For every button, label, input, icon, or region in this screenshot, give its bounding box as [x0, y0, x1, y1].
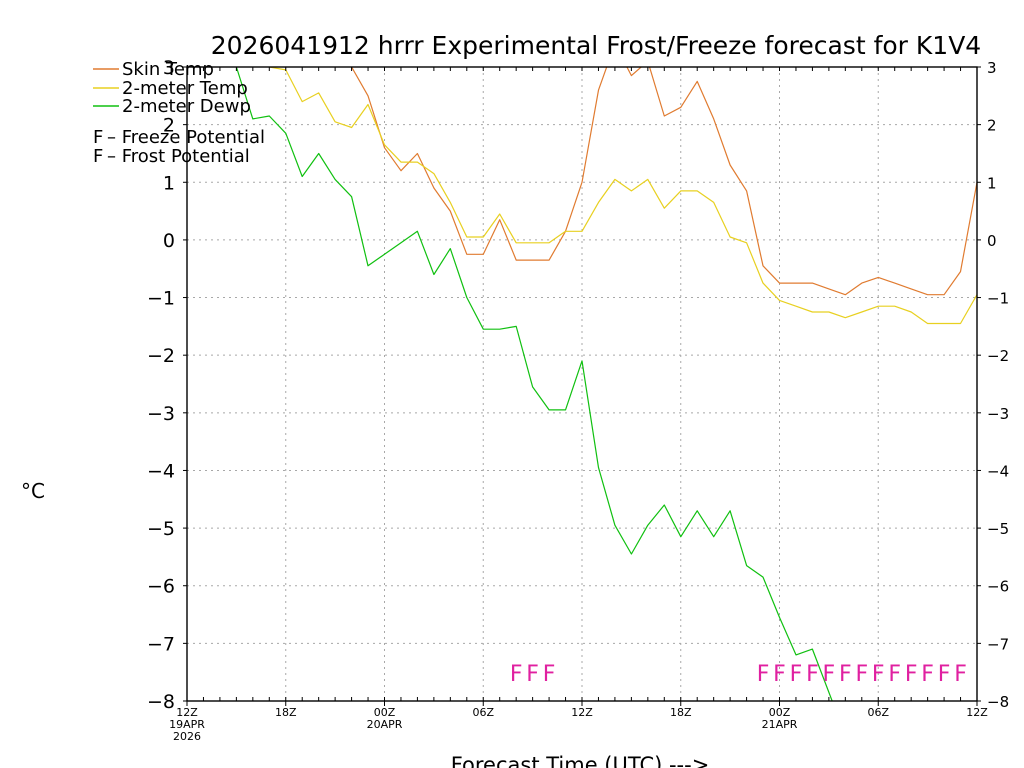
y-tick-label-left: −2 — [147, 345, 175, 367]
x-tick-label: 06Z — [867, 706, 889, 719]
y-tick-label-left: −8 — [147, 691, 175, 713]
y-tick-label-left: 0 — [163, 230, 175, 252]
y-tick-label-right: 0 — [987, 232, 997, 250]
freeze-potential-mark: F — [790, 662, 803, 687]
legend-marker: F — [93, 146, 103, 167]
freeze-potential-mark: F — [526, 662, 539, 687]
x-tick-label: 2026 — [173, 730, 201, 743]
y-tick-label-right: −8 — [987, 693, 1009, 711]
y-tick-label-left: −6 — [147, 576, 175, 598]
x-tick-label: 12Z — [571, 706, 593, 719]
freeze-potential-mark: F — [872, 662, 885, 687]
legend-label: 2-meter Temp — [122, 78, 248, 99]
y-tick-label-right: −5 — [987, 520, 1009, 538]
y-tick-label-right: −7 — [987, 635, 1009, 653]
x-tick-label: 18Z — [275, 706, 297, 719]
y-tick-label-left: 1 — [163, 172, 175, 194]
freeze-potential-mark: F — [773, 662, 786, 687]
y-tick-label-left: −7 — [147, 633, 175, 655]
freeze-potential-mark: F — [938, 662, 951, 687]
series-layer — [235, 67, 977, 701]
y-tick-label-right: 2 — [987, 117, 997, 135]
x-tick-label: 12Z — [176, 706, 198, 719]
x-tick-label: 19APR — [169, 718, 205, 731]
x-tick-label: 20APR — [367, 718, 403, 731]
y-tick-label-left: −1 — [147, 288, 175, 310]
legend-label: 2-meter Dewp — [122, 96, 251, 117]
y-tick-label-right: 3 — [987, 59, 997, 77]
x-axis-label: Forecast Time (UTC) ---> — [451, 753, 710, 768]
x-tick-label: 18Z — [670, 706, 692, 719]
y-tick-label-right: −3 — [987, 405, 1009, 423]
series-2-meter-dewp — [235, 67, 833, 701]
y-tick-label-right: −1 — [987, 290, 1009, 308]
axis-ticks: 3 3 2 2 1 1 0 0 −1 −1 −2 −2 −3 −3 −4 −4 −5 −5 −6 −6 −7 −7 −8 −8… — [147, 57, 1009, 743]
freeze-potential-mark: F — [855, 662, 868, 687]
y-tick-label-right: −6 — [987, 578, 1009, 596]
y-tick-label-left: −4 — [147, 460, 175, 482]
y-tick-label-left: 3 — [163, 57, 175, 79]
y-tick-label-right: 1 — [987, 174, 997, 192]
freeze-potential-mark: F — [806, 662, 819, 687]
series-skin-temp — [283, 67, 977, 296]
x-tick-label: 21APR — [762, 718, 798, 731]
x-tick-label: 06Z — [472, 706, 494, 719]
series-2-meter-temp — [267, 67, 977, 325]
freeze-potential-mark: F — [839, 662, 852, 687]
grid-lines — [187, 67, 977, 701]
freeze-potential-mark: F — [954, 662, 967, 687]
legend-label: – Frost Potential — [107, 146, 250, 167]
freeze-potential-mark: F — [823, 662, 836, 687]
legend-marker: F — [93, 127, 103, 148]
freeze-potential-mark: F — [905, 662, 918, 687]
y-tick-label-left: −3 — [147, 403, 175, 425]
freeze-potential-mark: F — [757, 662, 770, 687]
y-tick-label-left: 2 — [163, 115, 175, 137]
legend-label: – Freeze Potential — [107, 127, 265, 148]
freeze-potential-mark: F — [888, 662, 901, 687]
freeze-potential-mark: F — [543, 662, 556, 687]
x-tick-label: 00Z — [769, 706, 791, 719]
y-tick-label-left: −5 — [147, 518, 175, 540]
y-axis-label: °C — [21, 479, 45, 503]
freeze-potential-mark: F — [921, 662, 934, 687]
x-tick-label: 12Z — [966, 706, 988, 719]
legend-label: Skin Temp — [122, 59, 214, 80]
x-tick-label: 00Z — [374, 706, 396, 719]
y-tick-label-right: −2 — [987, 347, 1009, 365]
freeze-potential-mark: F — [510, 662, 523, 687]
y-tick-label-right: −4 — [987, 462, 1009, 480]
chart-title: 2026041912 hrrr Experimental Frost/Freez… — [211, 31, 981, 60]
